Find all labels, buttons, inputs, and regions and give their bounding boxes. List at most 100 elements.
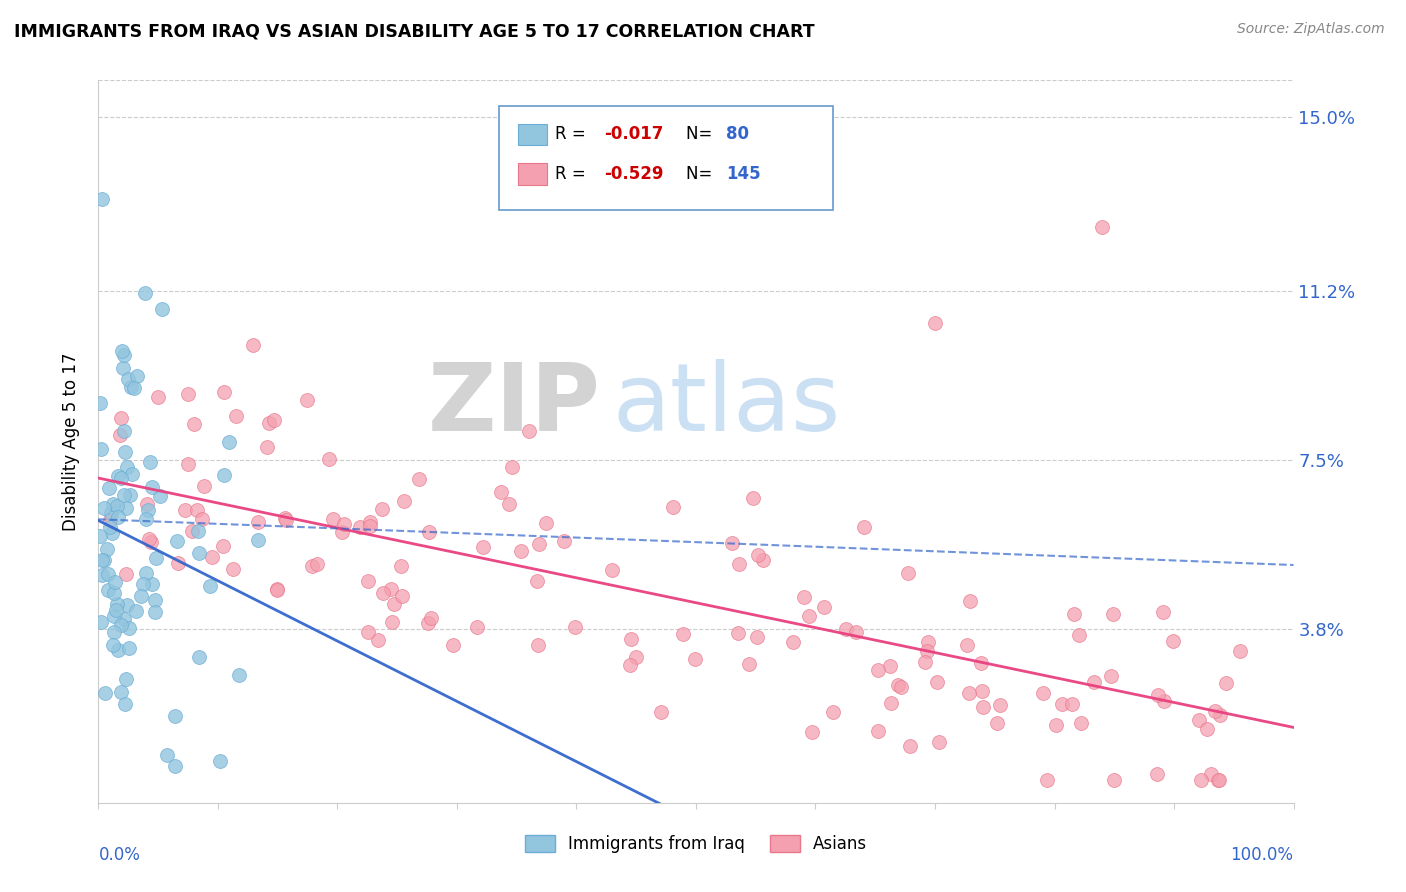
Point	[125, 369, 148, 384]
Point	[742, 491, 765, 506]
Text: IMMIGRANTS FROM IRAQ VS ASIAN DISABILITY AGE 5 TO 17 CORRELATION CHART: IMMIGRANTS FROM IRAQ VS ASIAN DISABILITY…	[14, 22, 814, 40]
Point	[988, 698, 1011, 712]
Point	[1099, 669, 1122, 683]
Point	[96, 541, 118, 556]
Point	[149, 489, 172, 503]
Point	[381, 615, 404, 629]
Point	[187, 546, 209, 560]
Point	[105, 597, 128, 611]
Point	[110, 428, 132, 442]
Point	[370, 502, 392, 516]
Point	[1215, 675, 1237, 690]
Point	[801, 724, 824, 739]
Point	[879, 696, 901, 710]
Point	[118, 621, 141, 635]
Point	[793, 590, 815, 604]
Point	[276, 512, 298, 526]
Point	[1102, 772, 1125, 787]
Legend: Immigrants from Iraq, Asians: Immigrants from Iraq, Asians	[517, 828, 875, 860]
Point	[103, 585, 125, 599]
Text: R =: R =	[555, 126, 591, 144]
Point	[273, 511, 295, 525]
Point	[155, 747, 177, 762]
Point	[1060, 697, 1083, 711]
Point	[1083, 675, 1105, 690]
Point	[138, 532, 160, 546]
Point	[117, 372, 139, 386]
Point	[465, 620, 488, 634]
Point	[510, 543, 533, 558]
Point	[163, 709, 186, 723]
Point	[201, 549, 224, 564]
Point	[747, 548, 769, 562]
Point	[886, 678, 908, 692]
Point	[564, 620, 586, 634]
Point	[104, 575, 127, 590]
Point	[845, 625, 868, 640]
Point	[120, 380, 142, 394]
Point	[266, 583, 288, 598]
Point	[408, 472, 430, 486]
Point	[222, 562, 245, 576]
Point	[212, 539, 235, 553]
Point	[418, 615, 440, 630]
Point	[662, 500, 685, 515]
Point	[110, 410, 132, 425]
Point	[118, 640, 141, 655]
Point	[143, 605, 166, 619]
Point	[114, 445, 136, 459]
Point	[89, 529, 111, 543]
Point	[318, 451, 340, 466]
Point	[136, 497, 159, 511]
Point	[382, 597, 405, 611]
Point	[148, 390, 170, 404]
Point	[135, 566, 157, 581]
Point	[115, 598, 138, 612]
Point	[526, 574, 548, 589]
Point	[93, 501, 115, 516]
Point	[898, 739, 921, 754]
Point	[1146, 767, 1168, 781]
Point	[107, 509, 129, 524]
Point	[141, 480, 163, 494]
Point	[1147, 689, 1170, 703]
Point	[103, 609, 125, 624]
Point	[1091, 219, 1114, 234]
Point	[90, 568, 112, 582]
Point	[110, 685, 132, 699]
Point	[117, 460, 139, 475]
Point	[122, 381, 145, 395]
Point	[186, 524, 208, 538]
Text: -0.017: -0.017	[605, 126, 664, 144]
Point	[112, 424, 135, 438]
Point	[114, 567, 136, 582]
Point	[357, 624, 380, 639]
Point	[917, 644, 939, 658]
FancyBboxPatch shape	[517, 163, 547, 185]
Point	[150, 301, 173, 316]
Point	[107, 469, 129, 483]
Point	[1050, 698, 1073, 712]
Point	[297, 393, 319, 408]
Point	[1153, 694, 1175, 708]
FancyBboxPatch shape	[499, 105, 834, 211]
Point	[330, 525, 353, 540]
Point	[90, 615, 112, 629]
Point	[247, 533, 270, 547]
Point	[527, 638, 550, 652]
Point	[136, 503, 159, 517]
Point	[624, 650, 647, 665]
Text: Source: ZipAtlas.com: Source: ZipAtlas.com	[1237, 22, 1385, 37]
Point	[835, 622, 858, 636]
Point	[139, 455, 162, 469]
Point	[165, 759, 187, 773]
Point	[418, 525, 440, 540]
Point	[1189, 772, 1212, 787]
Point	[266, 582, 288, 596]
Point	[619, 657, 641, 672]
Point	[969, 656, 991, 670]
Point	[1188, 713, 1211, 727]
Point	[256, 440, 278, 454]
Point	[110, 471, 132, 485]
Point	[489, 485, 512, 500]
